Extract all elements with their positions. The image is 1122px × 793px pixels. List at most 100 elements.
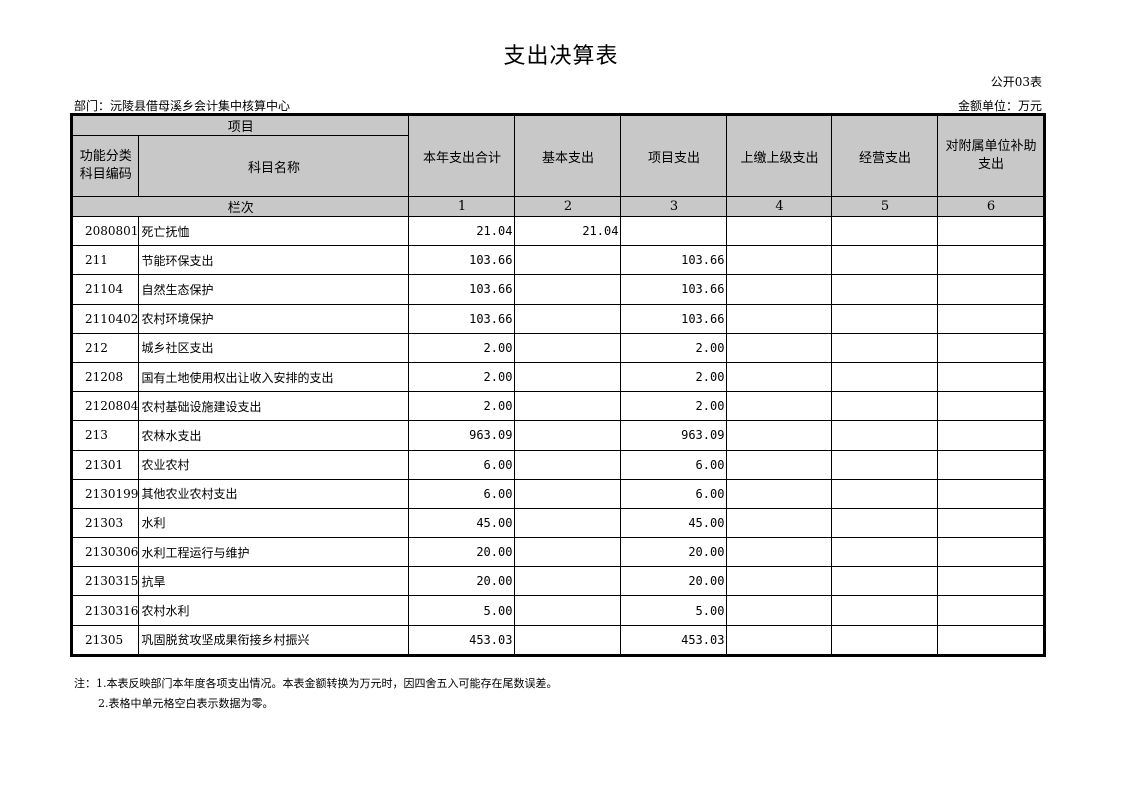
column-number: 1 bbox=[408, 196, 516, 217]
row-value: 453.03 bbox=[620, 624, 728, 655]
row-value bbox=[831, 420, 939, 451]
row-value: 21.04 bbox=[514, 215, 622, 247]
row-value bbox=[937, 566, 1045, 597]
row-value: 20.00 bbox=[620, 566, 728, 597]
row-code: 21104 bbox=[71, 274, 140, 305]
row-name: 农村基础设施建设支出 bbox=[138, 391, 410, 422]
row-name: 水利 bbox=[138, 507, 410, 539]
row-name: 巩固脱贫攻坚成果衔接乡村振兴 bbox=[138, 624, 410, 655]
row-value bbox=[831, 245, 939, 276]
row-value bbox=[937, 449, 1045, 480]
row-value bbox=[514, 332, 622, 363]
row-value: 45.00 bbox=[620, 507, 728, 539]
row-name: 节能环保支出 bbox=[138, 245, 410, 276]
header-item: 项目 bbox=[71, 115, 410, 136]
table-row: 211 节能环保支出 103.66 103.66 bbox=[71, 245, 1045, 276]
header-col-2: 基本支出 bbox=[514, 115, 622, 197]
row-value: 2.00 bbox=[620, 332, 728, 363]
row-value bbox=[726, 449, 833, 480]
row-value bbox=[726, 303, 833, 334]
row-value bbox=[514, 391, 622, 422]
row-value: 103.66 bbox=[620, 303, 728, 334]
row-value bbox=[937, 391, 1045, 422]
row-value bbox=[620, 215, 728, 247]
row-value: 6.00 bbox=[620, 478, 728, 509]
notes: 注：1.本表反映部门本年度各项支出情况。本表金额转换为万元时，因四舍五入可能存在… bbox=[74, 674, 558, 714]
row-value bbox=[831, 624, 939, 655]
row-value: 5.00 bbox=[620, 595, 728, 626]
row-value bbox=[514, 361, 622, 393]
row-name: 水利工程运行与维护 bbox=[138, 537, 410, 568]
row-value bbox=[937, 624, 1045, 655]
row-value bbox=[937, 537, 1045, 568]
row-code: 2130306 bbox=[71, 537, 140, 568]
row-value bbox=[726, 507, 833, 539]
row-value bbox=[937, 507, 1045, 539]
row-value bbox=[726, 274, 833, 305]
row-value bbox=[514, 420, 622, 451]
row-value: 103.66 bbox=[408, 303, 516, 334]
row-value bbox=[937, 478, 1045, 509]
row-value bbox=[726, 595, 833, 626]
row-code: 21305 bbox=[71, 624, 140, 655]
header-col-1: 本年支出合计 bbox=[408, 115, 516, 197]
row-value bbox=[514, 478, 622, 509]
row-value: 2.00 bbox=[620, 391, 728, 422]
row-name: 农村水利 bbox=[138, 595, 410, 626]
row-value bbox=[831, 595, 939, 626]
row-value bbox=[514, 537, 622, 568]
row-value bbox=[937, 303, 1045, 334]
header-name: 科目名称 bbox=[138, 135, 410, 197]
row-name: 农业农村 bbox=[138, 449, 410, 480]
row-value bbox=[831, 537, 939, 568]
unit-label: 金额单位：万元 bbox=[957, 99, 1042, 113]
row-value: 2.00 bbox=[408, 332, 516, 363]
row-value bbox=[514, 507, 622, 539]
row-value: 6.00 bbox=[620, 449, 728, 480]
table-row: 213 农林水支出 963.09 963.09 bbox=[71, 420, 1045, 451]
form-number: 公开03表 bbox=[990, 75, 1042, 89]
table-row: 212 城乡社区支出 2.00 2.00 bbox=[71, 332, 1045, 363]
row-value bbox=[937, 420, 1045, 451]
row-code: 2130315 bbox=[71, 566, 140, 597]
row-code: 213 bbox=[71, 420, 140, 451]
row-name: 其他农业农村支出 bbox=[138, 478, 410, 509]
row-index-label: 栏次 bbox=[71, 196, 410, 217]
row-value bbox=[937, 361, 1045, 393]
row-value bbox=[831, 507, 939, 539]
row-value: 45.00 bbox=[408, 507, 516, 539]
row-code: 2130316 bbox=[71, 595, 140, 626]
row-value: 2.00 bbox=[408, 361, 516, 393]
row-value: 2.00 bbox=[620, 361, 728, 393]
row-value: 2.00 bbox=[408, 391, 516, 422]
row-name: 抗旱 bbox=[138, 566, 410, 597]
row-value bbox=[831, 449, 939, 480]
row-code: 2080801 bbox=[71, 215, 140, 247]
row-name: 死亡抚恤 bbox=[138, 215, 410, 247]
row-value bbox=[514, 624, 622, 655]
row-value bbox=[514, 274, 622, 305]
row-value bbox=[726, 566, 833, 597]
note-1: 注：1.本表反映部门本年度各项支出情况。本表金额转换为万元时，因四舍五入可能存在… bbox=[74, 677, 558, 690]
row-value bbox=[831, 566, 939, 597]
row-value: 6.00 bbox=[408, 478, 516, 509]
row-code: 2120804 bbox=[71, 391, 140, 422]
row-value: 963.09 bbox=[620, 420, 728, 451]
table-row: 2130306 水利工程运行与维护 20.00 20.00 bbox=[71, 537, 1045, 568]
table-row: 2080801 死亡抚恤 21.04 21.04 bbox=[71, 215, 1045, 247]
row-name: 城乡社区支出 bbox=[138, 332, 410, 363]
table-row: 2110402 农村环境保护 103.66 103.66 bbox=[71, 303, 1045, 334]
row-value: 103.66 bbox=[620, 274, 728, 305]
row-name: 农林水支出 bbox=[138, 420, 410, 451]
row-value bbox=[726, 332, 833, 363]
table-row: 2130316 农村水利 5.00 5.00 bbox=[71, 595, 1045, 626]
header-code: 功能分类科目编码 bbox=[71, 135, 140, 197]
row-value bbox=[937, 274, 1045, 305]
row-code: 2130199 bbox=[71, 478, 140, 509]
row-value: 963.09 bbox=[408, 420, 516, 451]
table-row: 21305 巩固脱贫攻坚成果衔接乡村振兴 453.03 453.03 bbox=[71, 624, 1045, 655]
row-value bbox=[937, 245, 1045, 276]
table-row: 2130199 其他农业农村支出 6.00 6.00 bbox=[71, 478, 1045, 509]
row-code: 21208 bbox=[71, 361, 140, 393]
row-value bbox=[514, 303, 622, 334]
